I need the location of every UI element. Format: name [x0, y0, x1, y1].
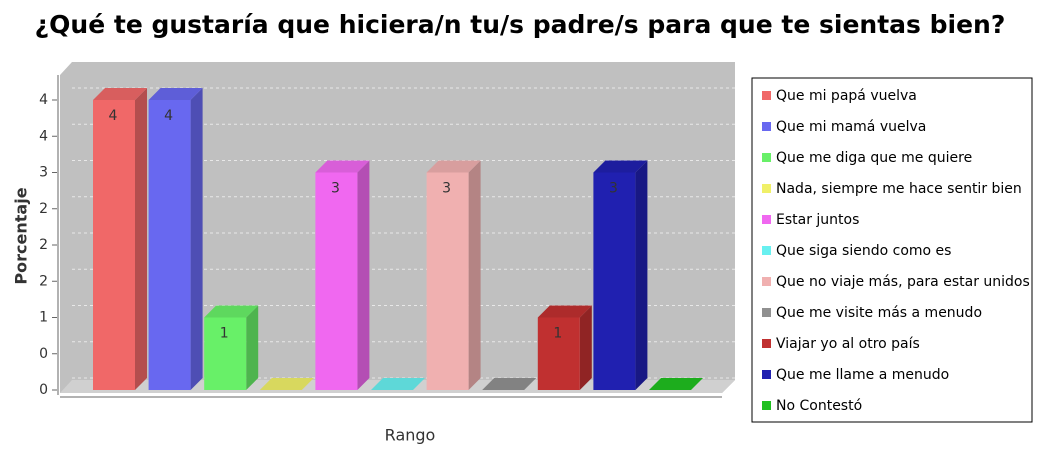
bar-face: [190, 88, 203, 390]
bar-face: [468, 160, 481, 390]
bar-face: [635, 160, 648, 390]
legend-swatch: [762, 370, 771, 379]
bar: [371, 378, 425, 390]
bar: [148, 88, 203, 390]
legend-box: [751, 77, 1033, 423]
legend-swatch: [762, 122, 771, 131]
bar: [593, 160, 648, 390]
y-tick-label: 4: [39, 128, 48, 144]
data-label: 1: [553, 326, 562, 342]
bar-face: [537, 305, 592, 318]
legend-swatch: [762, 401, 771, 410]
bar-face: [426, 172, 469, 390]
bar-face: [537, 317, 580, 390]
legend-label: Que me visite más a menudo: [776, 305, 982, 321]
legend-swatch: [762, 91, 771, 100]
y-tick-label: 4: [39, 92, 48, 108]
bar-face: [593, 160, 648, 173]
bar: [204, 305, 259, 390]
legend-label: Que me llame a menudo: [776, 367, 949, 383]
data-label: 3: [331, 181, 340, 197]
bar-face: [148, 100, 191, 390]
data-label: 3: [609, 181, 618, 197]
legend-label: Que siga siendo como es: [776, 243, 951, 259]
y-axis-label: Porcentaje: [12, 187, 31, 284]
y-tick-label: 2: [39, 273, 48, 289]
chart-title: ¿Qué te gustaría que hiciera/n tu/s padr…: [35, 10, 1006, 39]
bar-face: [135, 88, 147, 390]
bar-face: [93, 100, 135, 390]
bar-face: [93, 88, 147, 100]
bar: [537, 305, 592, 390]
y-tick-label: 1: [39, 310, 48, 326]
bar-face: [649, 378, 703, 390]
legend-label: Que me diga que me quiere: [776, 150, 972, 166]
bar-face: [204, 317, 247, 390]
bar-face: [426, 160, 481, 173]
bar-face: [482, 378, 537, 390]
bar-face: [204, 305, 259, 318]
bar: [649, 378, 703, 390]
data-label: 4: [164, 108, 173, 124]
y-tick-label: 2: [39, 237, 48, 253]
bar: [426, 160, 481, 390]
bar-face: [579, 305, 592, 390]
bar-face: [315, 172, 358, 390]
legend-swatch: [762, 277, 771, 286]
y-tick-label: 0: [39, 346, 48, 362]
legend-swatch: [762, 215, 771, 224]
data-label: 1: [220, 326, 229, 342]
legend-swatch: [762, 184, 771, 193]
bar: [482, 378, 537, 390]
bar-face: [593, 172, 636, 390]
bar: [315, 160, 370, 390]
legend-label: Que no viaje más, para estar unidos: [776, 274, 1030, 290]
legend-label: Estar juntos: [776, 212, 859, 228]
legend-swatch: [762, 339, 771, 348]
legend-label: No Contestó: [776, 398, 862, 414]
legend-label: Nada, siempre me hace sentir bien: [776, 181, 1022, 197]
bar-face: [148, 88, 203, 100]
legend-swatch: [762, 246, 771, 255]
legend-label: Viajar yo al otro país: [776, 336, 920, 352]
bar-face: [357, 160, 370, 390]
legend-swatch: [762, 153, 771, 162]
y-tick-label: 2: [39, 201, 48, 217]
bar-face: [371, 378, 425, 390]
bar: [93, 88, 147, 390]
data-label: 4: [109, 108, 118, 124]
y-tick-label: 3: [39, 165, 48, 181]
legend-label: Que mi mamá vuelva: [776, 119, 926, 135]
bar-face: [246, 305, 259, 390]
x-axis-label: Rango: [385, 426, 436, 445]
data-label: 3: [442, 181, 451, 197]
y-tick-label: 0: [39, 382, 48, 398]
bar: [259, 378, 314, 390]
bar-face: [315, 160, 370, 173]
legend-label: Que mi papá vuelva: [776, 88, 917, 104]
bar-face: [259, 378, 314, 390]
legend-swatch: [762, 308, 771, 317]
